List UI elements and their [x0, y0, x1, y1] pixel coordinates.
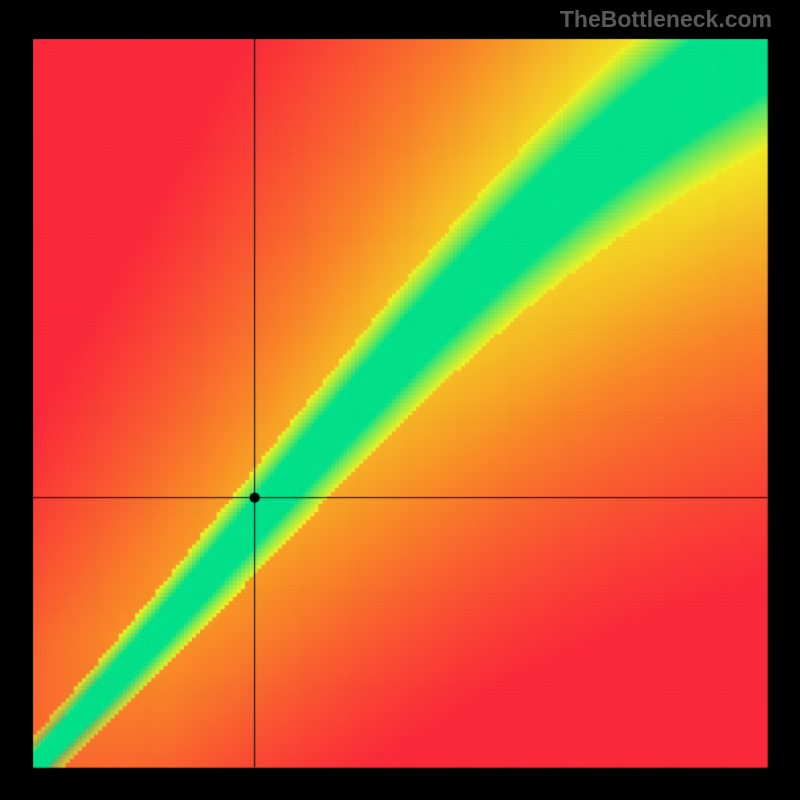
bottleneck-heatmap — [0, 0, 800, 800]
chart-container: TheBottleneck.com — [0, 0, 800, 800]
watermark-text: TheBottleneck.com — [560, 6, 772, 33]
